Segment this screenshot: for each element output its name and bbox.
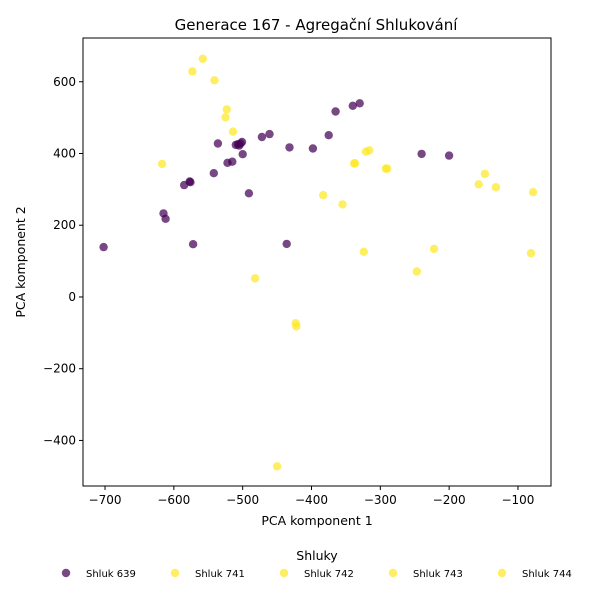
- data-point: [238, 150, 247, 159]
- data-point: [359, 247, 368, 256]
- legend: Shluk 639 Shluk 741 Shluk 742 Shluk 743 Shlu…: [61, 568, 572, 580]
- data-point: [157, 159, 167, 169]
- data-point: [228, 157, 237, 166]
- data-point: [338, 200, 347, 209]
- y-axis-label: PCA komponent 2: [13, 206, 28, 317]
- y-tick-label: 400: [53, 146, 76, 160]
- data-point: [285, 143, 294, 152]
- data-point: [213, 139, 223, 148]
- data-point: [324, 131, 333, 140]
- data-point: [350, 159, 360, 168]
- legend-marker: [61, 568, 71, 578]
- legend-label: Shluk 741: [195, 569, 245, 580]
- legend-title: Shluky: [296, 548, 338, 563]
- x-tick-label: −700: [89, 493, 122, 507]
- data-point: [491, 183, 501, 192]
- legend-label: Shluk 744: [522, 569, 572, 580]
- x-axis: −700 −600 −500 −400 −300 −200 −100: [89, 486, 534, 507]
- data-point: [244, 189, 254, 198]
- data-point: [99, 242, 108, 252]
- data-point: [319, 190, 328, 200]
- data-point: [417, 149, 426, 159]
- y-tick-label: 200: [53, 218, 76, 232]
- data-point: [355, 99, 364, 108]
- chart-title: Generace 167 - Agregační Shlukování: [175, 16, 459, 34]
- data-point: [188, 67, 197, 76]
- data-point: [228, 127, 238, 136]
- data-point: [272, 462, 282, 471]
- data-point: [331, 107, 340, 116]
- data-point: [222, 105, 231, 114]
- points-layer: [99, 54, 538, 471]
- legend-label: Shluk 743: [413, 569, 463, 580]
- y-axis: −400 −200 0 200 400 600: [43, 75, 83, 447]
- data-point: [292, 322, 301, 331]
- data-point: [221, 113, 230, 122]
- legend-marker: [497, 568, 507, 578]
- x-tick-label: −400: [295, 493, 328, 507]
- y-tick-label: 600: [53, 75, 76, 89]
- data-point: [474, 180, 483, 189]
- data-point: [480, 169, 490, 179]
- x-tick-label: −500: [226, 493, 259, 507]
- data-point: [526, 249, 536, 258]
- legend-label: Shluk 639: [86, 569, 136, 580]
- data-point: [250, 274, 260, 283]
- x-tick-label: −300: [364, 493, 397, 507]
- y-tick-label: −200: [43, 362, 76, 376]
- legend-marker: [170, 568, 180, 578]
- legend-marker: [388, 568, 398, 578]
- data-point: [444, 151, 454, 160]
- data-point: [186, 178, 195, 187]
- data-point: [265, 129, 274, 139]
- y-tick-label: 0: [68, 290, 76, 304]
- legend-marker: [279, 568, 289, 578]
- data-point: [383, 164, 392, 173]
- data-point: [198, 54, 207, 63]
- data-point: [161, 214, 170, 223]
- x-tick-label: −200: [433, 493, 466, 507]
- y-tick-label: −400: [43, 433, 76, 447]
- data-point: [412, 267, 421, 276]
- data-point: [209, 169, 218, 178]
- data-point: [429, 244, 439, 254]
- x-tick-label: −100: [501, 493, 534, 507]
- data-point: [237, 137, 247, 147]
- data-point: [257, 132, 267, 142]
- data-point: [528, 188, 538, 197]
- legend-label: Shluk 742: [304, 569, 354, 580]
- x-tick-label: −600: [157, 493, 190, 507]
- data-point: [188, 240, 198, 249]
- data-point: [282, 239, 291, 249]
- x-axis-label: PCA komponent 1: [261, 513, 372, 528]
- data-point: [308, 144, 318, 153]
- plot-frame: [82, 37, 552, 487]
- data-point: [365, 146, 374, 155]
- data-point: [348, 101, 357, 111]
- data-point: [210, 76, 219, 85]
